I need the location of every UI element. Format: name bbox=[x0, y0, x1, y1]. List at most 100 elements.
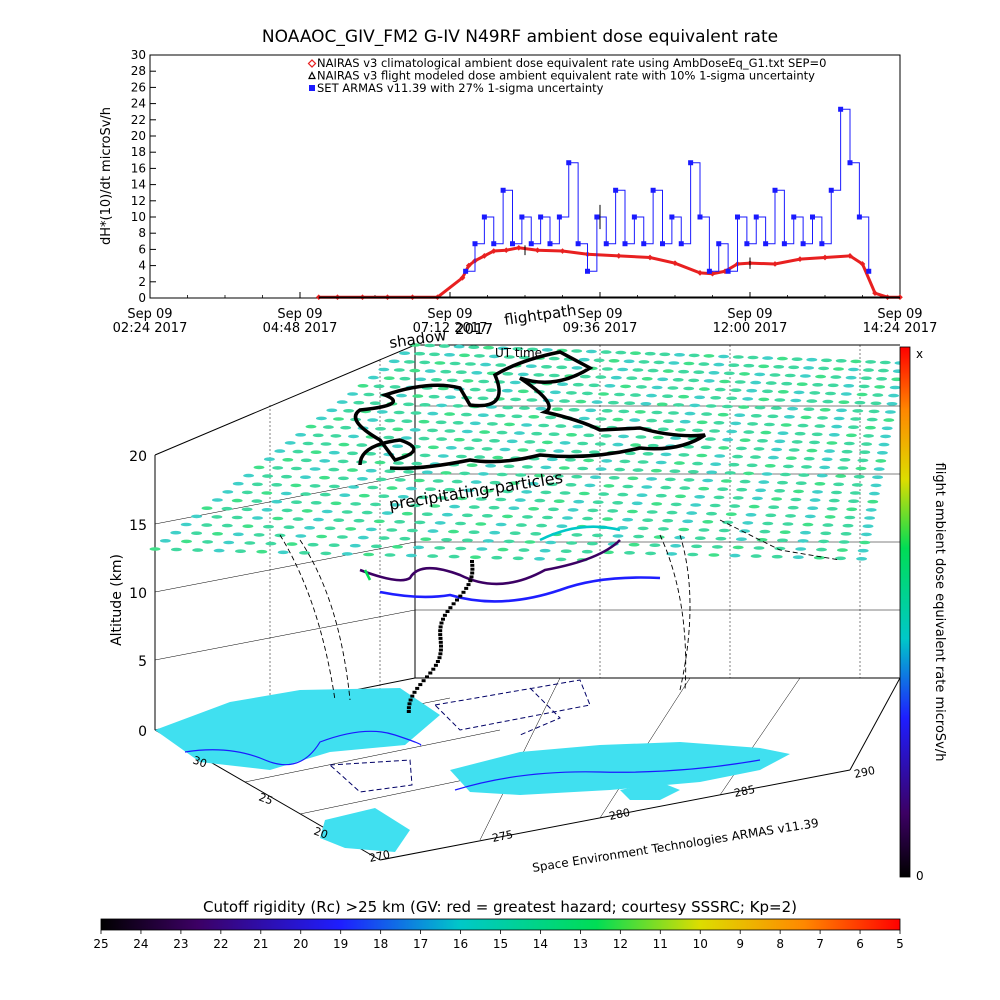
field-point bbox=[509, 531, 521, 535]
spiral-point bbox=[437, 656, 442, 660]
altitude-ticks: 0 5 10 15 20 bbox=[129, 449, 147, 740]
field-point bbox=[159, 539, 171, 543]
field-point bbox=[830, 375, 842, 379]
field-point bbox=[723, 371, 735, 376]
projection-lines bbox=[279, 519, 841, 701]
field-point bbox=[886, 402, 898, 406]
field-point bbox=[863, 434, 874, 438]
field-point bbox=[710, 462, 722, 467]
nairas-climatological-point bbox=[797, 256, 803, 262]
field-point bbox=[571, 366, 583, 370]
field-point bbox=[292, 517, 304, 521]
field-point bbox=[441, 538, 453, 542]
field-point bbox=[840, 392, 852, 396]
field-point bbox=[556, 365, 568, 370]
field-point bbox=[365, 452, 377, 456]
field-point bbox=[856, 557, 868, 561]
field-point bbox=[698, 362, 710, 366]
field-point bbox=[405, 553, 417, 558]
spiral-point bbox=[439, 621, 444, 625]
field-point bbox=[662, 518, 674, 523]
field-point bbox=[877, 368, 889, 373]
field-point bbox=[558, 466, 570, 470]
field-point bbox=[542, 515, 553, 520]
nairas-climatological-point bbox=[847, 253, 853, 259]
rigidity-tick-label: 15 bbox=[493, 937, 508, 951]
top-y-tick-label: 20 bbox=[131, 129, 146, 143]
armas-point bbox=[613, 187, 619, 193]
field-point bbox=[794, 431, 806, 436]
field-point bbox=[319, 459, 331, 463]
field-point bbox=[867, 499, 879, 504]
spiral-point bbox=[406, 710, 411, 713]
legend-triangle-icon bbox=[308, 71, 316, 80]
field-point bbox=[601, 367, 613, 371]
field-point bbox=[469, 387, 481, 392]
field-point bbox=[409, 343, 421, 347]
field-point bbox=[560, 549, 572, 553]
top-y-tick-label: 6 bbox=[138, 242, 146, 256]
field-point bbox=[777, 390, 789, 394]
field-point bbox=[481, 514, 493, 518]
field-point bbox=[419, 453, 431, 458]
field-point bbox=[434, 546, 446, 550]
field-point bbox=[491, 555, 503, 560]
field-point bbox=[831, 424, 843, 429]
field-point bbox=[546, 482, 558, 487]
field-point bbox=[393, 410, 405, 415]
field-point bbox=[765, 513, 777, 518]
field-point bbox=[819, 408, 831, 412]
field-point bbox=[879, 360, 891, 365]
armas-point bbox=[585, 268, 590, 274]
field-point bbox=[622, 484, 634, 489]
field-point bbox=[555, 424, 567, 428]
field-point bbox=[367, 375, 379, 380]
top-x-tick-label-time: 07:12 2017 bbox=[413, 321, 488, 336]
field-point bbox=[687, 552, 699, 557]
field-point bbox=[463, 446, 475, 451]
field-point bbox=[833, 416, 845, 421]
field-point bbox=[191, 531, 203, 535]
field-point bbox=[711, 545, 723, 549]
field-point bbox=[418, 419, 430, 424]
armas-point bbox=[716, 241, 722, 247]
field-point bbox=[635, 385, 647, 389]
field-point bbox=[863, 368, 874, 372]
field-point bbox=[253, 465, 265, 470]
rigidity-tick-label: 19 bbox=[333, 937, 348, 951]
field-point bbox=[632, 468, 644, 472]
field-point bbox=[369, 401, 381, 406]
field-point bbox=[513, 431, 525, 435]
field-point bbox=[478, 379, 490, 384]
field-point bbox=[777, 480, 788, 485]
spiral-point bbox=[448, 606, 453, 610]
field-point bbox=[870, 483, 882, 488]
field-point bbox=[762, 356, 774, 360]
field-point bbox=[479, 430, 491, 434]
field-point bbox=[241, 507, 253, 512]
field-point bbox=[618, 434, 629, 439]
field-point bbox=[271, 483, 283, 487]
field-point bbox=[641, 377, 653, 381]
top-y-tick-label: 24 bbox=[131, 97, 146, 111]
field-point bbox=[651, 385, 663, 390]
field-point bbox=[696, 453, 708, 458]
field-point bbox=[572, 382, 584, 387]
flight-3d-scene: shadow 2017 flightpath UT time precipita… bbox=[109, 301, 906, 875]
altitude-tick-label: 5 bbox=[138, 654, 147, 670]
field-point bbox=[506, 439, 518, 444]
field-point bbox=[760, 430, 772, 435]
field-point bbox=[180, 522, 192, 527]
field-point bbox=[444, 353, 455, 357]
field-point bbox=[743, 363, 755, 368]
field-point bbox=[878, 442, 890, 447]
field-point bbox=[718, 354, 730, 359]
armas-series-line bbox=[465, 108, 870, 272]
field-point bbox=[358, 493, 370, 498]
field-point bbox=[353, 518, 365, 523]
field-point bbox=[774, 489, 786, 493]
precipitating-particles-field bbox=[149, 343, 906, 562]
top-x-tick-label-time: 14:24 2017 bbox=[863, 321, 938, 336]
field-point bbox=[305, 424, 317, 429]
field-point bbox=[672, 378, 684, 382]
